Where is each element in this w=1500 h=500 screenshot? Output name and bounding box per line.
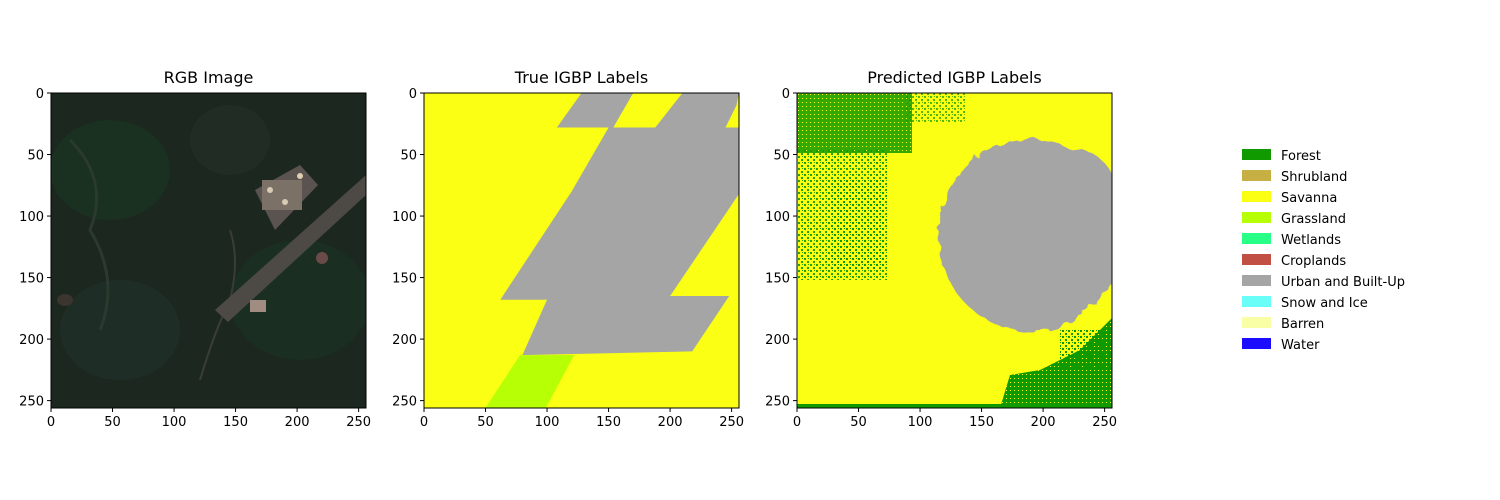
true-labels-map bbox=[424, 93, 739, 408]
legend-label: Forest bbox=[1281, 149, 1321, 164]
y-tick-label: 250 bbox=[392, 395, 417, 410]
axes-frame-rgb bbox=[50, 92, 367, 409]
y-tick-label: 50 bbox=[773, 149, 790, 164]
legend-swatch bbox=[1242, 149, 1271, 160]
predicted-labels-map bbox=[797, 93, 1112, 408]
legend-label: Barren bbox=[1281, 317, 1324, 332]
x-tick-label: 0 bbox=[793, 415, 801, 430]
x-tick-label: 50 bbox=[477, 415, 494, 430]
y-tick-label: 100 bbox=[765, 210, 790, 225]
x-tick-label: 200 bbox=[285, 415, 310, 430]
true-region-grassland bbox=[485, 355, 575, 408]
legend-label: Wetlands bbox=[1281, 233, 1341, 248]
x-tick-label: 200 bbox=[1031, 415, 1056, 430]
legend-label: Savanna bbox=[1281, 191, 1337, 206]
x-tick-label: 0 bbox=[47, 415, 55, 430]
y-tick-label: 100 bbox=[392, 210, 417, 225]
y-tick-label: 200 bbox=[19, 333, 44, 348]
x-tick-label: 0 bbox=[420, 415, 428, 430]
legend-swatch bbox=[1242, 170, 1271, 181]
panel-title-predicted: Predicted IGBP Labels bbox=[867, 68, 1042, 87]
x-tick-label: 250 bbox=[346, 415, 371, 430]
y-tick-label: 50 bbox=[27, 149, 44, 164]
legend-swatch bbox=[1242, 233, 1271, 244]
legend-label: Croplands bbox=[1281, 254, 1346, 269]
y-tick-label: 0 bbox=[782, 87, 790, 102]
y-tick-label: 150 bbox=[19, 272, 44, 287]
legend-label: Urban and Built-Up bbox=[1281, 275, 1405, 290]
y-tick-label: 200 bbox=[765, 333, 790, 348]
y-tick-label: 250 bbox=[765, 395, 790, 410]
true-region-urban-and-built-up bbox=[655, 93, 739, 128]
legend-swatch bbox=[1242, 254, 1271, 265]
x-tick-label: 100 bbox=[535, 415, 560, 430]
x-tick-label: 100 bbox=[908, 415, 933, 430]
y-tick-label: 50 bbox=[400, 149, 417, 164]
legend: Forest Shrubland Savanna Grassland Wetlands C… bbox=[1242, 149, 1405, 353]
y-tick-label: 0 bbox=[409, 87, 417, 102]
legend-swatch bbox=[1242, 191, 1271, 202]
legend-swatch bbox=[1242, 317, 1271, 328]
legend-swatch bbox=[1242, 338, 1271, 349]
legend-label: Water bbox=[1281, 338, 1320, 353]
x-tick-label: 150 bbox=[596, 415, 621, 430]
legend-label: Grassland bbox=[1281, 212, 1346, 227]
x-tick-label: 200 bbox=[658, 415, 683, 430]
x-tick-label: 50 bbox=[850, 415, 867, 430]
rgb-image bbox=[51, 93, 366, 408]
y-tick-label: 150 bbox=[765, 272, 790, 287]
y-tick-label: 0 bbox=[36, 87, 44, 102]
y-tick-label: 200 bbox=[392, 333, 417, 348]
legend-swatch bbox=[1242, 212, 1271, 223]
axes-frame-true bbox=[423, 92, 740, 409]
true-region-urban-and-built-up bbox=[500, 127, 739, 356]
legend-label: Shrubland bbox=[1281, 170, 1347, 185]
true-region-urban-and-built-up bbox=[556, 93, 634, 128]
x-tick-label: 250 bbox=[1092, 415, 1117, 430]
legend-swatch bbox=[1242, 275, 1271, 286]
legend-label: Snow and Ice bbox=[1281, 296, 1368, 311]
panel-title-rgb: RGB Image bbox=[164, 68, 254, 87]
axes-frame-predicted bbox=[796, 92, 1113, 409]
x-tick-label: 100 bbox=[162, 415, 187, 430]
x-tick-label: 50 bbox=[104, 415, 121, 430]
y-tick-label: 100 bbox=[19, 210, 44, 225]
y-tick-label: 150 bbox=[392, 272, 417, 287]
x-tick-label: 150 bbox=[969, 415, 994, 430]
x-tick-label: 150 bbox=[223, 415, 248, 430]
legend-swatch bbox=[1242, 296, 1271, 307]
y-tick-label: 250 bbox=[19, 395, 44, 410]
panel-title-true: True IGBP Labels bbox=[514, 68, 648, 87]
x-tick-label: 250 bbox=[719, 415, 744, 430]
